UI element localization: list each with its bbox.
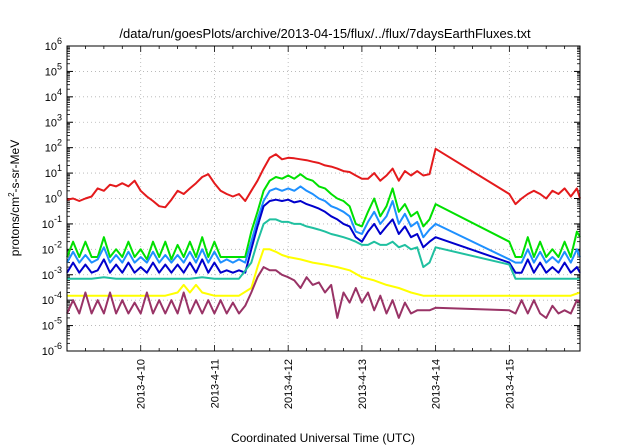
x-tick-label: 2013-4-15 bbox=[504, 359, 516, 409]
y-tick-base: 10 bbox=[45, 168, 57, 180]
series-line-5 bbox=[67, 218, 580, 280]
x-tick-label: 2013-4-11 bbox=[209, 359, 221, 408]
y-tick-label: 106 bbox=[45, 36, 62, 53]
chart-title: /data/run/goesPlots/archive/2013-04-15/f… bbox=[119, 26, 531, 41]
series-line-7 bbox=[66, 266, 581, 319]
y-tick-exponent: -2 bbox=[54, 239, 62, 249]
y-tick-label: 102 bbox=[45, 138, 62, 155]
y-tick-exponent: 5 bbox=[57, 61, 62, 71]
y-axis-label-superscript: 2 bbox=[7, 192, 16, 197]
y-tick-exponent: 1 bbox=[57, 163, 62, 173]
y-tick-label: 105 bbox=[45, 61, 62, 78]
y-tick-label: 10-4 bbox=[42, 290, 62, 307]
y-tick-label: 10-6 bbox=[42, 341, 62, 358]
y-tick-exponent: 4 bbox=[57, 87, 62, 97]
y-tick-label: 100 bbox=[45, 189, 62, 206]
y-tick-base: 10 bbox=[45, 194, 57, 206]
y-tick-base: 10 bbox=[45, 66, 57, 78]
y-tick-base: 10 bbox=[45, 41, 57, 53]
y-tick-label: 10-1 bbox=[42, 214, 62, 231]
series-line-4 bbox=[66, 198, 581, 274]
y-axis-label: protons/cm2-s-sr-MeV bbox=[7, 140, 22, 256]
y-axis-label-main: protons/cm bbox=[8, 197, 22, 256]
y-tick-label: 10-3 bbox=[42, 265, 62, 282]
series-line-6 bbox=[67, 248, 581, 297]
y-tick-base: 10 bbox=[42, 270, 54, 282]
y-tick-base: 10 bbox=[45, 92, 57, 104]
x-tick-label: 2013-4-13 bbox=[357, 359, 369, 409]
y-tick-label: 104 bbox=[45, 87, 62, 104]
plot-frame bbox=[66, 45, 581, 352]
y-tick-exponent: 0 bbox=[57, 189, 62, 199]
y-tick-base: 10 bbox=[42, 244, 54, 256]
y-tick-exponent: 3 bbox=[57, 112, 62, 122]
y-tick-base: 10 bbox=[42, 346, 54, 358]
y-tick-label: 10-5 bbox=[42, 316, 62, 333]
y-tick-base: 10 bbox=[42, 219, 54, 231]
y-tick-base: 10 bbox=[45, 117, 57, 129]
x-axis-ticks: 2013-4-10 2013-4-11 2013-4-12 2013-4-13 2013… bbox=[66, 46, 566, 409]
y-tick-base: 10 bbox=[42, 295, 54, 307]
y-tick-label: 103 bbox=[45, 112, 62, 129]
y-tick-exponent: -1 bbox=[54, 214, 62, 224]
series-line-1 bbox=[66, 147, 581, 209]
y-axis-ticks: 10-610-510-410-310-210-11001011021031041… bbox=[42, 36, 580, 358]
y-tick-exponent: -4 bbox=[54, 290, 62, 300]
y-axis-label-rest: -s-sr-MeV bbox=[8, 140, 22, 193]
y-tick-exponent: 2 bbox=[57, 138, 62, 148]
series-line-3 bbox=[66, 185, 581, 264]
grid-lines bbox=[67, 46, 580, 351]
y-tick-exponent: -6 bbox=[54, 341, 62, 351]
y-tick-label: 10-2 bbox=[42, 239, 62, 256]
x-axis-label: Coordinated Universal Time (UTC) bbox=[231, 431, 415, 445]
x-tick-label: 2013-4-12 bbox=[283, 359, 295, 409]
series-layer bbox=[66, 147, 581, 319]
y-tick-exponent: 6 bbox=[57, 36, 62, 46]
y-tick-exponent: -3 bbox=[54, 265, 62, 275]
x-tick-label: 2013-4-14 bbox=[431, 359, 443, 409]
y-tick-exponent: -5 bbox=[54, 316, 62, 326]
y-tick-label: 101 bbox=[45, 163, 62, 180]
y-tick-base: 10 bbox=[45, 143, 57, 155]
x-tick-label: 2013-4-10 bbox=[136, 359, 148, 409]
y-tick-base: 10 bbox=[42, 321, 54, 333]
series-line-2 bbox=[66, 173, 581, 261]
